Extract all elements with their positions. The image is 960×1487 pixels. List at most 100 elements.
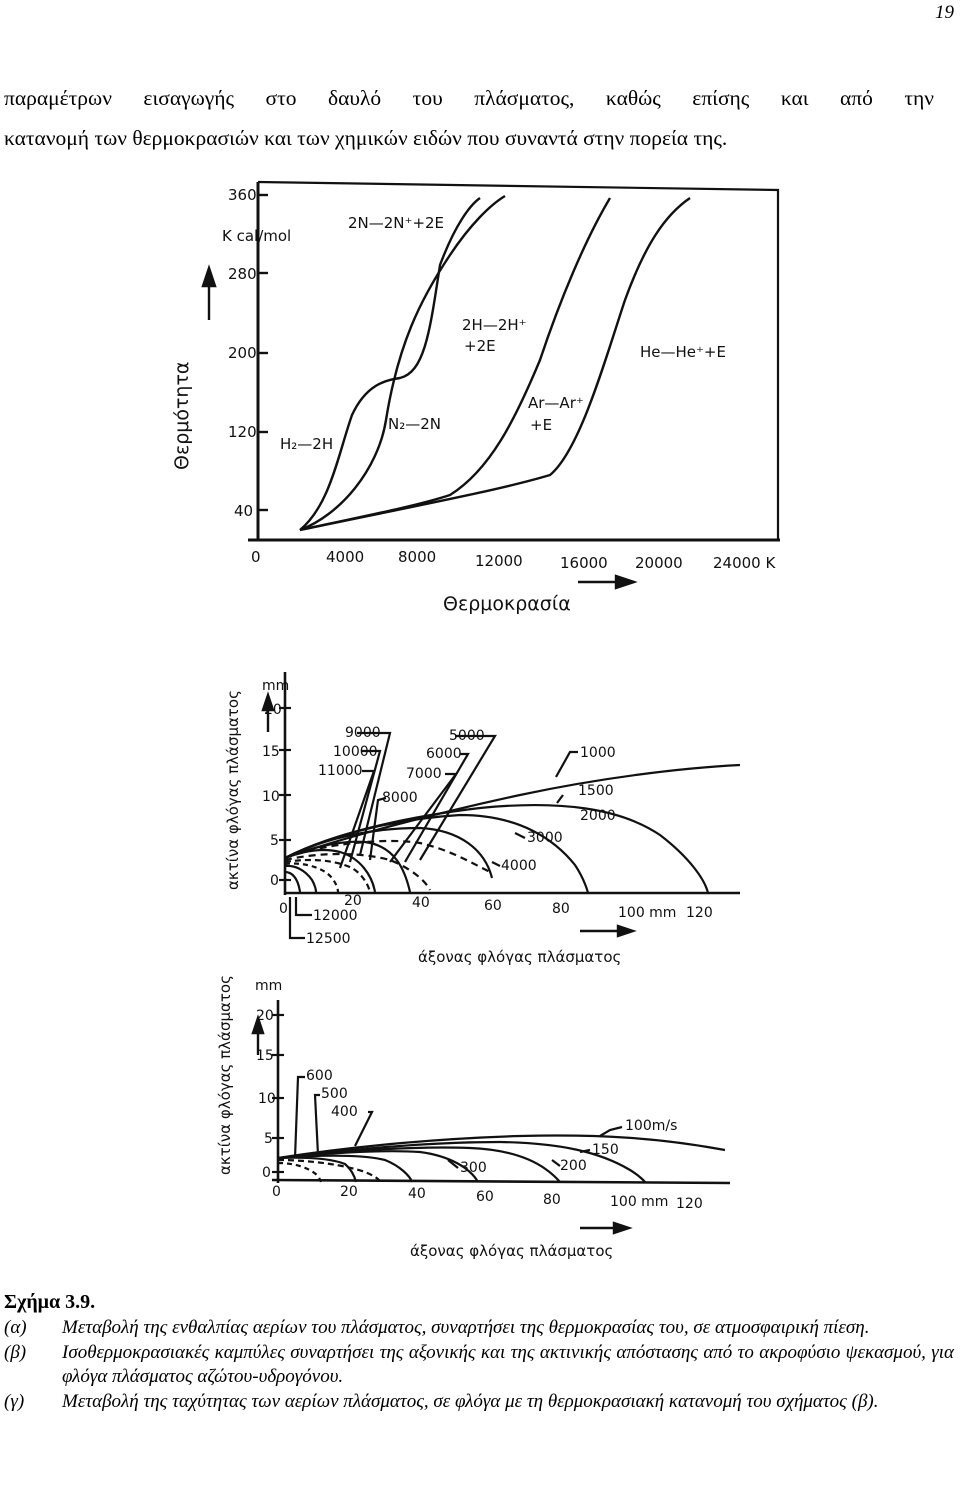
isotherm-label: 2000 xyxy=(580,808,616,824)
x-tick-label: 20 xyxy=(344,893,362,909)
leader-line xyxy=(579,1148,591,1154)
velocity-label: 200 xyxy=(560,1158,587,1174)
x-tick-label: 16000 xyxy=(560,554,608,572)
x-axis xyxy=(271,1178,731,1185)
velocity-label: 400 xyxy=(331,1104,358,1120)
x-tick-label: 0 xyxy=(251,548,261,566)
y-tick-label: 0 xyxy=(262,1165,271,1181)
y-tick-label: 15 xyxy=(262,744,280,760)
y-axis-title: ακτίνα φλόγας πλάσματος xyxy=(224,690,242,890)
isotherm-label: 3000 xyxy=(527,830,563,846)
velocity-label: 600 xyxy=(306,1068,333,1084)
y-tick-label: 10 xyxy=(262,789,280,805)
y-tick-label: 360 xyxy=(228,186,257,204)
isotherm-dashed xyxy=(284,852,431,891)
frame xyxy=(257,180,780,540)
velocity-dashed xyxy=(277,1158,382,1183)
leader-line xyxy=(551,1159,561,1167)
figure-c-velocity-chart: mm 20 15 10 5 0 0 20 40 60 80 100 mm 120… xyxy=(216,975,731,1260)
y-tick-label: 5 xyxy=(270,833,279,849)
x-tick-label: 40 xyxy=(412,895,430,911)
x-tick-label: 60 xyxy=(476,1189,494,1205)
y-arrow-head xyxy=(201,264,217,288)
x-tick-label: 40 xyxy=(408,1186,426,1202)
caption-label: (β) xyxy=(4,1342,27,1363)
caption-text: Μεταβολή της ενθαλπίας αερίων του πλάσμα… xyxy=(62,1317,870,1338)
isotherm-label: 8000 xyxy=(382,790,418,806)
curve-label: Ar—Ar⁺ xyxy=(528,394,584,412)
figure-a-enthalpy-chart: 360 K cal/mol 280 200 120 40 0 4000 8000… xyxy=(171,180,780,615)
velocity-300 xyxy=(277,1150,479,1183)
leader-line xyxy=(514,832,526,839)
isotherm-2000 xyxy=(284,813,590,894)
velocity-150 xyxy=(277,1140,646,1183)
velocity-label: 150 xyxy=(592,1142,619,1158)
page-number: 19 xyxy=(935,2,954,23)
y-unit-label: K cal/mol xyxy=(222,227,291,245)
x-tick-label: 24000 K xyxy=(713,554,776,572)
leader-line xyxy=(368,796,387,861)
isotherm-label: 12500 xyxy=(306,931,351,947)
x-axis-title: άξονας φλόγας πλάσματος xyxy=(418,948,621,966)
figure-caption: Σχήμα 3.9. (α) Μεταβολή της ενθαλπίας αε… xyxy=(4,1290,954,1415)
isotherm-label: 5000 xyxy=(449,728,485,744)
y-tick-label: 0 xyxy=(270,873,279,889)
y-axis-title: Θερμότητα xyxy=(171,362,193,470)
y-tick-label: 10 xyxy=(258,1091,276,1107)
velocity-label: 300 xyxy=(460,1160,487,1176)
isotherm-label: 9000 xyxy=(345,725,381,741)
leader-line xyxy=(313,1093,320,1156)
leader-line xyxy=(599,1125,623,1137)
caption-label: (γ) xyxy=(4,1391,25,1412)
x-arrow-head xyxy=(614,574,638,590)
leader-line xyxy=(348,749,382,863)
curve-label: 2N—2N⁺+2E xyxy=(348,214,444,232)
x-tick-label: 0 xyxy=(279,901,288,917)
y-tick-label: 40 xyxy=(234,502,253,520)
leader-line xyxy=(491,861,501,867)
velocity-100 xyxy=(277,1134,726,1160)
x-axis-title: άξονας φλόγας πλάσματος xyxy=(410,1242,613,1260)
y-tick-label: 120 xyxy=(228,423,257,441)
isotherm-label: 10000 xyxy=(333,744,378,760)
intro-paragraph: παραμέτρων εισαγωγής στο δαυλό του πλάσμ… xyxy=(4,78,934,158)
x-tick-label: 60 xyxy=(484,898,502,914)
leader-line xyxy=(294,897,312,917)
velocity-label: 100m/s xyxy=(625,1118,677,1134)
leader-line xyxy=(354,1110,374,1147)
leader-line xyxy=(447,1159,459,1169)
leader-line xyxy=(357,731,392,856)
curve-helium xyxy=(299,197,691,532)
intro-line: παραμέτρων εισαγωγής στο δαυλό του πλάσμ… xyxy=(4,86,934,110)
velocity-label: 500 xyxy=(321,1086,348,1102)
x-tick-label: 12000 xyxy=(475,552,523,570)
x-tick-label: 100 mm xyxy=(618,905,676,921)
x-axis-title: Θερμοκρασία xyxy=(443,593,571,615)
isotherm-dashed xyxy=(284,858,372,893)
x-arrow-head xyxy=(612,1221,633,1235)
curve-label: 2H—2H⁺ xyxy=(462,316,527,334)
isotherm-label: 1000 xyxy=(580,745,616,761)
x-tick-label: 80 xyxy=(552,901,570,917)
curve-hydrogen xyxy=(299,197,481,531)
isotherm-dashed xyxy=(284,862,340,893)
y-tick-label: 15 xyxy=(256,1048,274,1064)
velocity-dashed xyxy=(277,1161,323,1183)
isotherm-label: 7000 xyxy=(406,766,442,782)
y-tick-label: 280 xyxy=(228,265,257,283)
y-unit-label: mm xyxy=(262,678,289,694)
isotherm-label: 11000 xyxy=(318,763,363,779)
isotherm-3000 xyxy=(284,826,494,879)
leader-line xyxy=(293,1075,305,1159)
leader-line xyxy=(555,750,578,778)
y-arrow-head xyxy=(261,691,275,712)
y-arrow-head xyxy=(251,1014,265,1035)
intro-line: κατανομή των θερμοκρασιών και των χημικώ… xyxy=(4,126,728,150)
curve-nitrogen xyxy=(299,194,506,532)
leader-line xyxy=(389,772,459,863)
caption-text: Μεταβολή της ταχύτητας των αερίων πλάσμα… xyxy=(62,1391,879,1412)
curve-label: He—He⁺+E xyxy=(640,343,726,361)
x-tick-label: 100 mm xyxy=(610,1194,668,1210)
x-tick-label: 120 xyxy=(676,1196,703,1212)
x-tick-label: 80 xyxy=(543,1192,561,1208)
